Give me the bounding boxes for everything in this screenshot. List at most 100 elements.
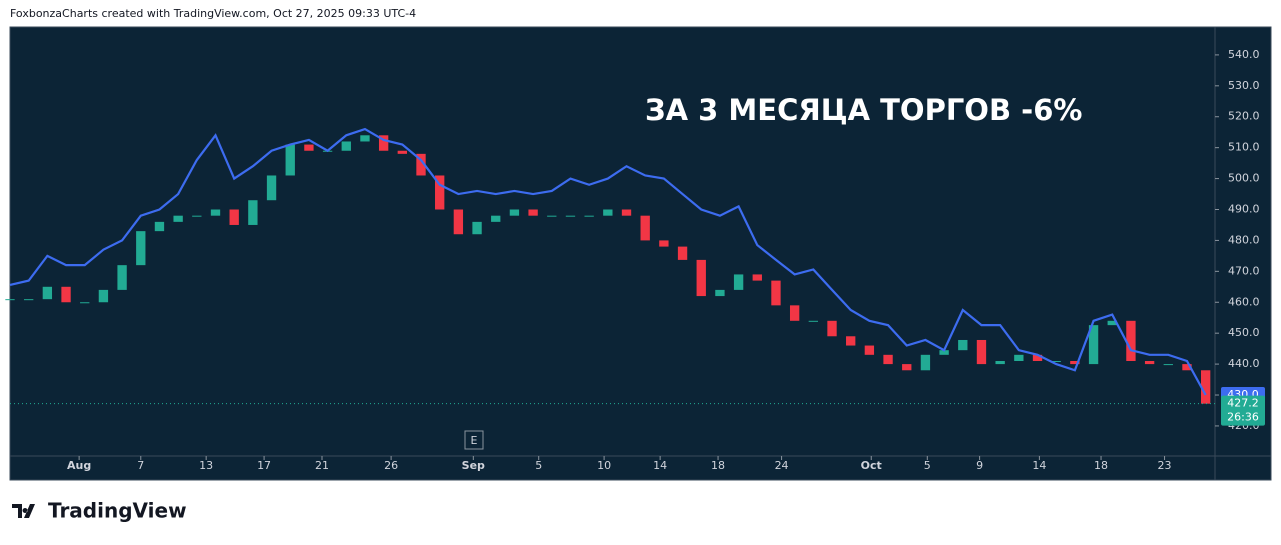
- event-marker: [464, 430, 484, 450]
- candle: [266, 175, 277, 201]
- price-line: [9, 127, 1207, 396]
- candle: [1088, 325, 1099, 365]
- candle: [80, 302, 90, 304]
- candle: [435, 175, 445, 210]
- y-tick-label: 470.0: [1228, 264, 1260, 277]
- y-tick-label: 500.0: [1228, 172, 1260, 185]
- price-tag: [1221, 395, 1265, 426]
- x-tick-label: 18: [1094, 459, 1108, 472]
- x-tick-label: Aug: [67, 459, 91, 472]
- x-tick-label: 17: [257, 459, 271, 472]
- candle: [659, 240, 669, 247]
- x-tick-label: Sep: [462, 459, 485, 472]
- candle: [1070, 361, 1080, 365]
- candle: [808, 320, 819, 322]
- candle: [771, 280, 781, 306]
- x-tick-label: 18: [711, 459, 725, 472]
- candle: [696, 259, 706, 297]
- candle: [640, 215, 650, 241]
- candle: [173, 215, 183, 222]
- candle: [154, 221, 165, 232]
- candle: [584, 215, 594, 217]
- candle: [976, 339, 987, 365]
- countdown: 26:36: [1227, 411, 1259, 424]
- y-tick-label: 510.0: [1228, 141, 1260, 154]
- candle: [920, 354, 931, 371]
- y-tick-label: 480.0: [1228, 233, 1260, 246]
- candle: [491, 215, 501, 222]
- candle: [1032, 354, 1043, 362]
- candle: [285, 144, 295, 176]
- candle: [1126, 320, 1136, 362]
- candle: [677, 246, 688, 260]
- x-tick-label: 13: [199, 459, 213, 472]
- logo-icon: [12, 504, 35, 518]
- y-tick-label: 530.0: [1228, 79, 1260, 92]
- candle: [117, 265, 127, 290]
- y-tick-label: 440.0: [1228, 357, 1260, 370]
- candle: [509, 209, 520, 216]
- logo-text: TradingView: [48, 499, 187, 523]
- x-tick-label: 9: [976, 459, 983, 472]
- candle: [416, 153, 426, 176]
- x-tick-label: 26: [384, 459, 398, 472]
- x-tick-label: 5: [535, 459, 542, 472]
- candle: [528, 209, 538, 216]
- candle: [192, 215, 202, 217]
- candle: [1107, 320, 1117, 326]
- candle: [565, 215, 576, 217]
- candle: [5, 299, 15, 301]
- price-tag-label: 427.2: [1227, 397, 1259, 410]
- candle: [995, 361, 1005, 365]
- x-tick-label: 24: [775, 459, 789, 472]
- candle: [752, 274, 762, 281]
- candle: [61, 286, 71, 303]
- candle: [397, 150, 407, 154]
- candle: [42, 286, 53, 300]
- y-tick-label: 460.0: [1228, 295, 1260, 308]
- candle: [453, 209, 464, 235]
- x-tick-label: 10: [597, 459, 611, 472]
- candle: [378, 135, 389, 151]
- candle: [789, 305, 800, 321]
- header: FoxbonzaCharts created with TradingView.…: [10, 7, 416, 20]
- candle: [1051, 361, 1061, 363]
- candle: [846, 336, 856, 346]
- x-tick-label: 14: [1032, 459, 1046, 472]
- candle: [1182, 364, 1192, 371]
- candle: [248, 200, 258, 225]
- chart-background: [9, 26, 1272, 481]
- x-tick-label: 7: [137, 459, 144, 472]
- x-tick-label: 14: [653, 459, 667, 472]
- logo: TradingView: [12, 499, 187, 523]
- candle: [210, 209, 221, 216]
- x-tick-label: 5: [924, 459, 931, 472]
- candle: [1163, 364, 1173, 366]
- candle: [603, 209, 613, 216]
- annotation: ЗА 3 МЕСЯЦА ТОРГОВ -6%: [645, 93, 1082, 127]
- x-tick-label: 21: [315, 459, 329, 472]
- candle: [902, 364, 912, 371]
- candle: [1144, 361, 1155, 365]
- candle: [883, 354, 893, 365]
- candle: [827, 320, 837, 337]
- x-tick-label: 23: [1158, 459, 1172, 472]
- candle: [939, 350, 949, 355]
- candle: [24, 299, 34, 301]
- y-tick-label: 450.0: [1228, 326, 1260, 339]
- y-tick-label: 520.0: [1228, 110, 1260, 123]
- candle: [958, 339, 968, 351]
- candle: [98, 289, 109, 303]
- candle: [715, 289, 725, 297]
- candle: [733, 274, 744, 290]
- y-tick-label: 490.0: [1228, 202, 1260, 215]
- candle: [1200, 370, 1211, 404]
- candle: [304, 144, 314, 151]
- candle: [547, 215, 557, 217]
- candle: [360, 135, 370, 142]
- candle: [621, 209, 632, 216]
- candle: [472, 221, 482, 235]
- candle: [136, 231, 146, 266]
